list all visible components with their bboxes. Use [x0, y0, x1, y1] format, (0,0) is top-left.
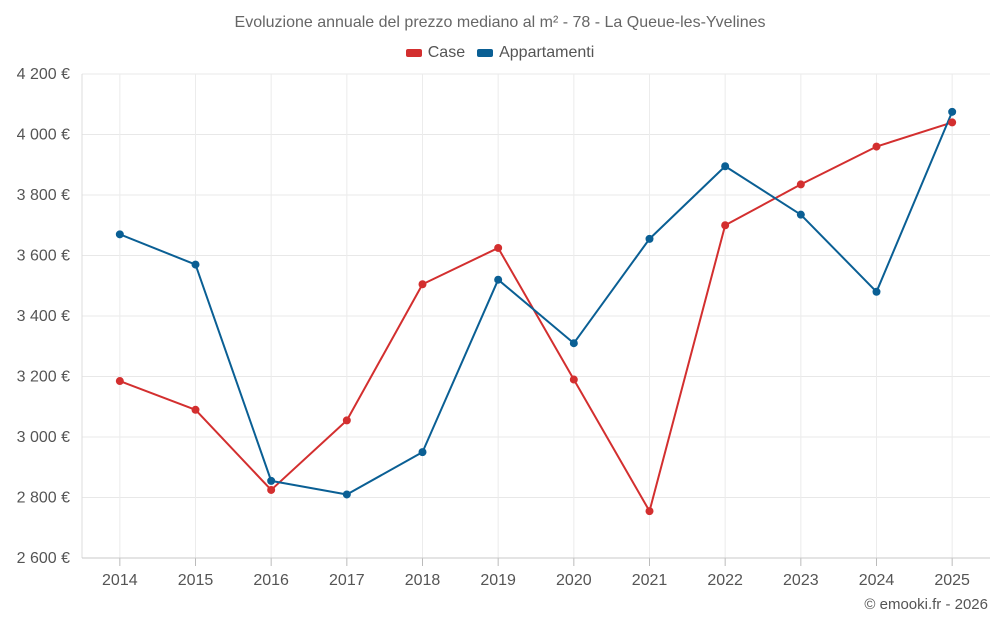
legend-item-appartamenti[interactable]: Appartamenti	[477, 44, 594, 62]
x-tick-label: 2023	[783, 572, 819, 589]
y-tick-label: 4 000 €	[17, 127, 70, 144]
data-point-appartamenti[interactable]	[569, 339, 578, 348]
x-tick-label: 2021	[632, 572, 668, 589]
x-tick-label: 2025	[934, 572, 970, 589]
y-tick-label: 3 800 €	[17, 187, 70, 204]
data-point-case[interactable]	[796, 180, 805, 189]
data-point-case[interactable]	[948, 118, 957, 127]
data-point-case[interactable]	[721, 221, 730, 230]
x-tick-label: 2016	[253, 572, 289, 589]
x-tick-label: 2024	[859, 572, 895, 589]
y-tick-label: 3 200 €	[17, 369, 70, 386]
data-point-case[interactable]	[115, 377, 124, 386]
data-point-appartamenti[interactable]	[721, 162, 730, 171]
legend-swatch-case	[405, 49, 422, 57]
data-point-appartamenti[interactable]	[267, 476, 276, 485]
data-point-appartamenti[interactable]	[418, 448, 427, 457]
series-line-appartamenti	[119, 111, 954, 496]
series-line-case	[119, 121, 953, 513]
legend-swatch-appartamenti	[477, 49, 494, 57]
data-point-appartamenti[interactable]	[342, 490, 351, 499]
legend-label-appartamenti: Appartamenti	[499, 44, 595, 61]
data-point-appartamenti[interactable]	[115, 230, 124, 239]
data-point-appartamenti[interactable]	[872, 287, 881, 296]
data-point-appartamenti[interactable]	[796, 210, 805, 219]
credit-text: © emooki.fr - 2026	[864, 596, 988, 613]
data-point-appartamenti[interactable]	[191, 260, 200, 269]
legend-label-case: Case	[427, 44, 466, 61]
y-tick-label: 4 200 €	[17, 66, 70, 83]
y-tick-label: 3 600 €	[17, 248, 70, 265]
data-point-case[interactable]	[494, 243, 503, 252]
data-point-case[interactable]	[569, 375, 578, 384]
x-tick-label: 2018	[405, 572, 441, 589]
data-point-appartamenti[interactable]	[645, 234, 654, 243]
data-point-appartamenti[interactable]	[948, 107, 957, 116]
chart-legend: Case Appartamenti	[0, 44, 1000, 62]
data-point-case[interactable]	[267, 485, 276, 494]
x-tick-label: 2019	[480, 572, 516, 589]
data-point-appartamenti[interactable]	[494, 275, 503, 284]
data-point-case[interactable]	[191, 405, 200, 414]
y-tick-label: 2 600 €	[17, 550, 70, 567]
data-point-case[interactable]	[418, 280, 427, 289]
x-tick-label: 2022	[707, 572, 743, 589]
x-tick-label: 2014	[102, 572, 138, 589]
data-point-case[interactable]	[342, 416, 351, 425]
x-tick-label: 2020	[556, 572, 592, 589]
y-tick-label: 3 000 €	[17, 429, 70, 446]
chart-title: Evoluzione annuale del prezzo mediano al…	[234, 14, 766, 31]
data-point-case[interactable]	[645, 507, 654, 516]
x-tick-label: 2015	[178, 572, 214, 589]
y-tick-label: 2 800 €	[17, 490, 70, 507]
legend-item-case[interactable]: Case	[405, 44, 466, 62]
data-point-case[interactable]	[872, 142, 881, 151]
y-tick-label: 3 400 €	[17, 308, 70, 325]
x-tick-label: 2017	[329, 572, 365, 589]
